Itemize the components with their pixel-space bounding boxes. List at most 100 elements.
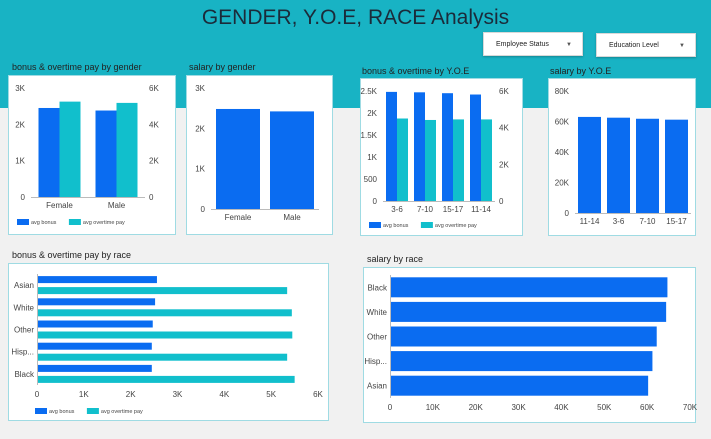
x-tick-label: 11-14: [471, 205, 491, 214]
page-title: GENDER, Y.O.E, RACE Analysis: [201, 6, 510, 29]
chart-title-bonus-overtime-gender: bonus & overtime pay by gender: [12, 62, 142, 72]
legend-label: avg bonus: [31, 220, 57, 226]
y-tick-label: 3K: [15, 84, 25, 93]
salary-yoe-chart: 0 20K 40K 60K 80K 11-14 3-6 7-10 15-17: [555, 87, 691, 226]
y-tick-label: 1K: [367, 153, 377, 162]
salary-gender-chart: 0 1K 2K 3K Female Male: [195, 84, 319, 222]
bar: [216, 108, 260, 209]
x-tick-label: Male: [283, 213, 301, 222]
x-tick-label: Male: [108, 201, 126, 210]
legend-swatch: [420, 222, 433, 228]
y-tick-label: 2K: [367, 109, 377, 118]
y-tick-label: 3K: [195, 84, 205, 93]
x-tick-label: 15-17: [443, 205, 464, 214]
x-tick-label: 7-10: [639, 217, 656, 226]
y-tick-label: 80K: [555, 87, 570, 96]
y-tick-label: 1K: [15, 157, 25, 166]
y-tick-label: 2K: [195, 124, 205, 133]
y-tick-label: 0: [201, 205, 206, 214]
y-tick-label: Asian: [367, 382, 387, 391]
y-tick-label-right: 0: [499, 197, 504, 206]
bar: [116, 102, 138, 197]
x-tick-label: 60K: [640, 403, 655, 412]
y-tick-label: White: [367, 308, 388, 317]
x-tick-label: Female: [225, 213, 252, 222]
bar: [38, 342, 152, 350]
x-tick-label: 3-6: [391, 205, 403, 214]
employee-status-filter[interactable]: Employee Status ▼: [483, 32, 583, 56]
y-tick-label-right: 2K: [149, 157, 159, 166]
bar: [391, 301, 667, 322]
y-tick-label: 1.5K: [361, 131, 378, 140]
bar: [391, 351, 653, 372]
bar: [453, 119, 464, 201]
x-tick-label: 3K: [173, 390, 183, 399]
bar: [38, 353, 288, 361]
y-tick-label: 60K: [555, 118, 570, 127]
bonus-overtime-race-chart: 0 1K 2K 3K 4K 5K 6K Asian White Other Hisp... Black…: [11, 274, 324, 415]
bar: [397, 118, 408, 201]
bar: [391, 277, 668, 298]
legend-swatch: [369, 222, 381, 228]
legend-swatch: [35, 408, 47, 414]
legend-label: avg bonus: [383, 223, 409, 229]
chart-title-bonus-overtime-race: bonus & overtime pay by race: [12, 250, 132, 260]
y-tick-label: Asian: [14, 281, 34, 290]
bar: [38, 309, 292, 317]
x-tick-label: 6K: [313, 390, 323, 399]
y-tick-label: 0: [565, 209, 570, 218]
y-tick-label: 1K: [195, 165, 205, 174]
bar: [665, 119, 688, 213]
x-tick-label: 30K: [511, 403, 526, 412]
chevron-down-icon: ▼: [679, 43, 685, 49]
x-tick-label: 7-10: [417, 205, 434, 214]
chart-title-bonus-overtime-yoe: bonus & overtime by Y.O.E: [362, 66, 470, 76]
y-tick-label: Other: [14, 326, 34, 335]
x-tick-label: 0: [35, 390, 40, 399]
legend-label: avg bonus: [49, 409, 75, 415]
x-tick-label: 50K: [597, 403, 612, 412]
employee-status-label: Employee Status: [496, 40, 549, 48]
bar: [391, 326, 657, 347]
y-tick-label: Hisp...: [364, 357, 387, 366]
bar: [414, 92, 425, 201]
y-tick-label-right: 4K: [149, 120, 159, 129]
y-tick-label: White: [14, 303, 35, 312]
legend-swatch: [17, 219, 29, 225]
bar: [442, 93, 453, 201]
y-tick-label-right: 4K: [499, 124, 509, 133]
x-tick-label: 3-6: [613, 217, 625, 226]
education-level-filter[interactable]: Education Level ▼: [596, 33, 696, 57]
bar: [38, 107, 60, 197]
y-tick-label: 500: [364, 175, 378, 184]
bar: [38, 276, 157, 284]
y-tick-label-right: 6K: [499, 87, 509, 96]
bar: [38, 375, 295, 383]
y-tick-label-right: 2K: [499, 160, 509, 169]
x-tick-label: 70K: [683, 403, 698, 412]
x-tick-label: 15-17: [666, 217, 687, 226]
y-tick-label-right: 0: [149, 193, 154, 202]
y-tick-label: 20K: [555, 179, 570, 188]
legend-swatch: [86, 408, 99, 414]
y-tick-label: Hisp...: [11, 348, 34, 357]
y-tick-label: Black: [14, 370, 35, 379]
card-bonus-overtime-gender: 0 1K 2K 3K 0 2K 4K 6K Female Male avg bonus avg ove…: [8, 75, 176, 235]
salary-race-chart: 0 10K 20K 30K 40K 50K 60K 70K Black White Other His…: [364, 275, 698, 412]
bar: [386, 91, 397, 201]
bar: [607, 117, 630, 213]
y-tick-label: Black: [367, 283, 388, 292]
y-tick-label: 0: [373, 197, 378, 206]
bar: [38, 364, 152, 372]
bar: [38, 287, 288, 295]
x-tick-label: 2K: [126, 390, 136, 399]
y-tick-label: 2K: [15, 120, 25, 129]
bar: [425, 119, 436, 201]
x-tick-label: Female: [46, 201, 73, 210]
x-tick-label: 5K: [266, 390, 276, 399]
bar: [38, 320, 153, 328]
card-bonus-overtime-yoe: 0 500 1K 1.5K 2K 2.5K 0 2K 4K 6K 3-6 7-10 15-17 11-14…: [360, 78, 523, 236]
y-tick-label: 40K: [555, 148, 570, 157]
card-salary-race: 0 10K 20K 30K 40K 50K 60K 70K Black White Other His…: [363, 267, 698, 423]
bar: [38, 331, 293, 339]
